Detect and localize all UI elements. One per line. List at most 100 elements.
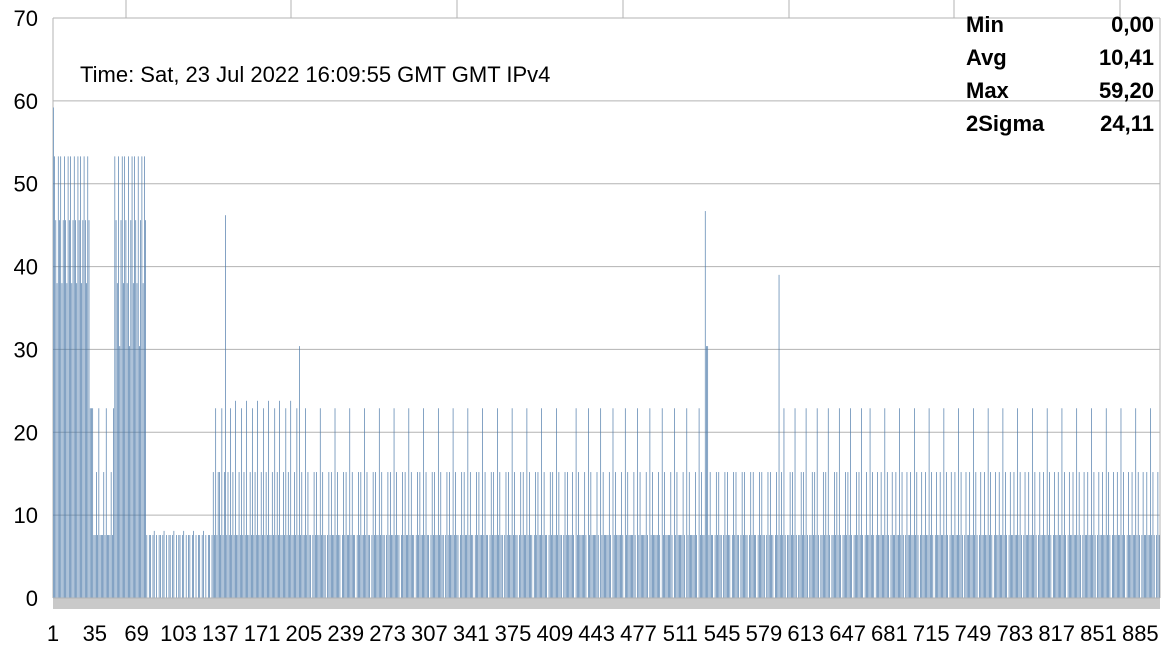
bar — [492, 535, 493, 598]
bar — [335, 535, 337, 598]
bar — [634, 535, 636, 598]
bar — [1139, 535, 1140, 598]
bar — [663, 535, 664, 598]
bar — [832, 535, 834, 598]
bar — [644, 535, 646, 598]
bar — [934, 535, 936, 598]
x-tick-label: 1 — [47, 621, 59, 646]
bar — [306, 535, 308, 598]
bar — [72, 220, 74, 598]
bar — [479, 535, 481, 598]
bar — [976, 535, 978, 598]
bar — [1013, 472, 1015, 598]
bar — [567, 472, 568, 598]
bar — [724, 472, 726, 598]
bar — [310, 535, 311, 598]
bar — [949, 535, 951, 598]
bar — [316, 472, 317, 598]
bar — [629, 535, 631, 598]
bar — [1158, 535, 1160, 598]
bar — [1097, 535, 1098, 598]
bar — [232, 472, 234, 598]
bar — [166, 535, 167, 598]
bar — [139, 346, 140, 598]
bar — [55, 220, 57, 598]
bar — [759, 472, 760, 598]
bar — [1043, 472, 1044, 598]
bar — [553, 535, 555, 598]
bar — [618, 535, 620, 598]
bar — [239, 535, 241, 598]
bar — [176, 535, 177, 598]
x-tick-label: 443 — [578, 621, 615, 646]
x-tick-label: 35 — [83, 621, 107, 646]
bar — [804, 535, 806, 598]
bar — [1033, 535, 1034, 598]
bar — [932, 535, 934, 598]
y-tick-label: 0 — [26, 586, 38, 611]
x-tick-label: 409 — [536, 621, 573, 646]
bar — [921, 472, 923, 598]
bar — [1071, 535, 1073, 598]
bar — [264, 535, 266, 598]
bar — [493, 472, 495, 598]
bar — [233, 535, 235, 598]
bar — [299, 346, 300, 598]
bar — [324, 535, 326, 598]
bar — [792, 472, 793, 598]
x-tick-label: 307 — [411, 621, 448, 646]
bar — [253, 535, 255, 598]
bar — [575, 408, 577, 598]
bar — [993, 535, 995, 598]
bar — [1102, 472, 1103, 598]
bar — [530, 535, 531, 598]
bar — [912, 535, 914, 598]
bar — [533, 535, 535, 598]
bar — [141, 156, 143, 598]
bar — [794, 408, 796, 598]
bar — [845, 472, 846, 598]
bar — [285, 408, 287, 598]
bar — [683, 535, 685, 598]
bar — [880, 472, 882, 598]
bar — [928, 408, 930, 598]
bar — [484, 472, 486, 598]
bar — [461, 472, 463, 598]
bar — [93, 535, 95, 598]
bar — [1107, 535, 1108, 598]
bar — [513, 535, 514, 598]
bar — [519, 535, 520, 598]
bar — [99, 535, 101, 598]
bar — [392, 535, 394, 598]
bar — [339, 535, 341, 598]
bar — [612, 408, 614, 598]
bar — [367, 535, 369, 598]
bar — [979, 535, 980, 598]
bar — [709, 472, 711, 598]
bar — [696, 535, 697, 598]
bar — [740, 535, 742, 598]
bar — [53, 107, 54, 598]
bar — [323, 535, 325, 598]
bar — [191, 535, 193, 598]
bar — [439, 535, 440, 598]
bar — [1017, 408, 1018, 598]
bar — [1088, 535, 1090, 598]
bar — [302, 535, 304, 598]
bar — [100, 535, 102, 598]
bar — [883, 535, 884, 598]
bar — [258, 535, 260, 598]
bar — [647, 535, 648, 598]
bar — [511, 408, 513, 598]
bar — [1016, 535, 1017, 598]
bar — [695, 472, 696, 598]
bar — [498, 535, 499, 598]
bar — [378, 408, 380, 598]
bar — [237, 535, 239, 598]
bar — [879, 535, 881, 598]
bar — [376, 535, 378, 598]
bar — [228, 535, 230, 598]
bar — [987, 408, 989, 598]
bar — [430, 535, 432, 598]
